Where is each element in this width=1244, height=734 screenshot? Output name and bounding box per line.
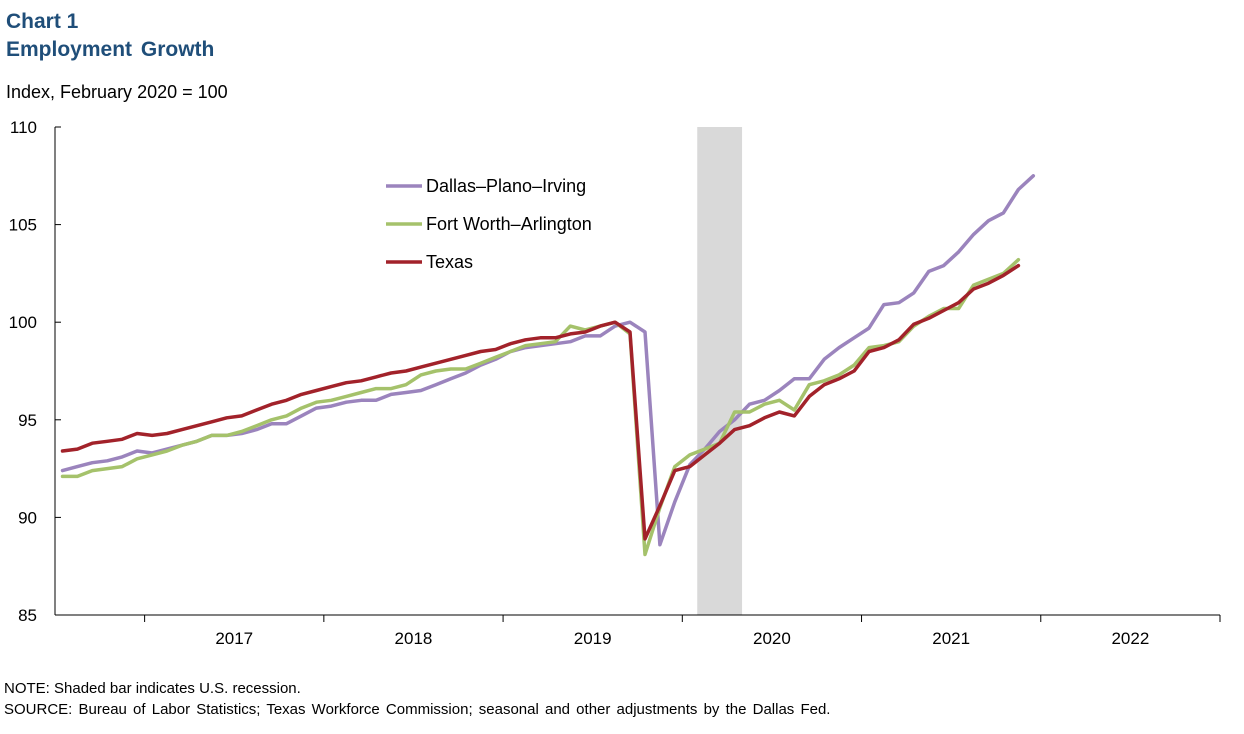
chart-title: Employment Growth xyxy=(6,38,215,61)
y-tick-label: 90 xyxy=(18,508,37,527)
footnote-note: NOTE: Shaded bar indicates U.S. recessio… xyxy=(4,680,301,697)
x-tick-label: 2022 xyxy=(1111,629,1149,648)
y-tick-label: 95 xyxy=(18,411,37,430)
y-tick-label: 85 xyxy=(18,606,37,625)
x-tick-label: 2018 xyxy=(395,629,433,648)
x-tick-label: 2017 xyxy=(215,629,253,648)
series-line-2 xyxy=(60,263,1021,541)
x-tick-label: 2021 xyxy=(932,629,970,648)
chart-axes: 85 90 95 100 105 110 2017 2018 2019 2020 2021 2022 xyxy=(9,118,1221,648)
y-tick-label: 105 xyxy=(9,216,37,235)
series-lines xyxy=(60,174,1036,557)
chart-number: Chart 1 xyxy=(6,10,79,33)
legend-label-1: Fort Worth–Arlington xyxy=(426,214,592,234)
chart-legend: Dallas–Plano–Irving Fort Worth–Arlington T… xyxy=(386,176,592,272)
series-line-1 xyxy=(60,257,1021,557)
y-tick-label: 100 xyxy=(9,313,37,332)
footnote-source: SOURCE: Bureau of Labor Statistics; Texa… xyxy=(4,701,831,718)
legend-label-2: Texas xyxy=(426,252,473,272)
x-tick-label: 2019 xyxy=(574,629,612,648)
y-tick-label: 110 xyxy=(10,118,37,137)
y-axis-units-label: Index, February 2020 = 100 xyxy=(6,82,228,102)
legend-label-0: Dallas–Plano–Irving xyxy=(426,176,586,196)
x-tick-label: 2020 xyxy=(753,629,791,648)
recession-shading xyxy=(697,127,743,615)
